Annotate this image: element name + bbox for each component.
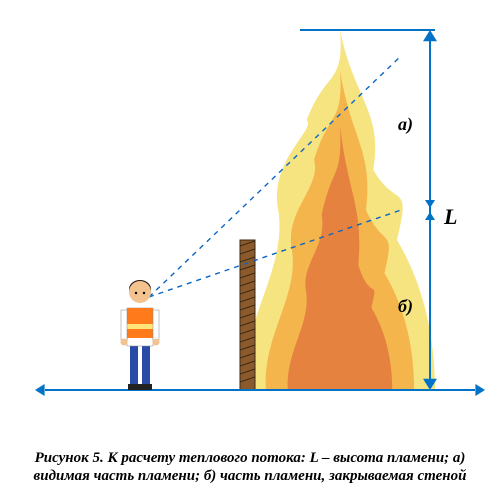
label-b: б) — [398, 296, 413, 317]
diagram-stage: L а) б) Рисунок 5. К расчету теплового п… — [0, 0, 500, 500]
diagram-svg — [0, 0, 500, 500]
figure-caption: Рисунок 5. К расчету теплового потока: L… — [20, 449, 480, 487]
label-L: L — [444, 204, 457, 230]
label-a: а) — [398, 114, 413, 135]
